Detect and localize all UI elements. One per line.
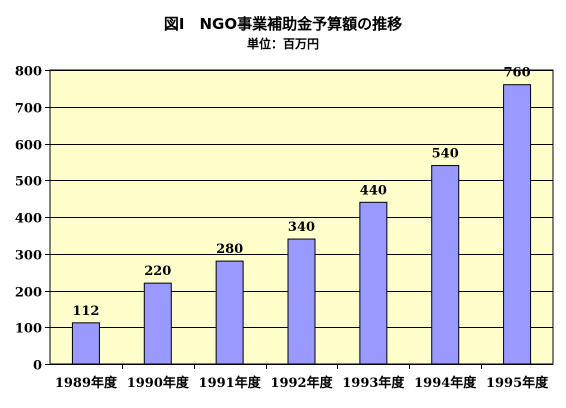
x-tick-label: 1989年度 [55, 375, 118, 391]
y-tick-label: 500 [15, 175, 42, 190]
bars [71, 84, 532, 365]
x-tick-label: 1990年度 [127, 375, 190, 391]
data-label: 540 [432, 147, 459, 162]
x-axis: 1989年度 1990年度 1991年度 1992年度 1993年度 1994年度 1995… [50, 364, 553, 391]
data-label: 340 [288, 220, 315, 235]
x-tick-label: 1992年度 [270, 375, 333, 391]
bar [359, 201, 388, 365]
y-tick-label: 700 [15, 102, 42, 117]
y-tick-label: 0 [33, 359, 42, 374]
chart-title: 図Ⅰ NGO事業補助金予算額の推移 [164, 15, 402, 33]
y-tick-label: 600 [15, 139, 42, 154]
data-label: 280 [216, 242, 243, 257]
y-tick-label: 200 [15, 286, 42, 301]
y-tick-label: 800 [15, 65, 42, 80]
data-label: 112 [72, 304, 99, 319]
x-tick-label: 1991年度 [199, 375, 262, 391]
data-label: 220 [144, 264, 171, 279]
data-label: 440 [360, 183, 387, 198]
data-label: 760 [504, 66, 531, 81]
x-tick-label: 1993年度 [342, 375, 405, 391]
data-labels: 112 220 280 340 440 540 760 [72, 66, 530, 319]
chart-subtitle: 単位：百万円 [247, 36, 319, 51]
bar [215, 260, 244, 365]
gridlines [50, 70, 553, 328]
y-tick-label: 100 [15, 322, 42, 337]
y-tick-label: 400 [15, 212, 42, 227]
bar [287, 238, 316, 365]
bar [431, 165, 460, 365]
bar [71, 322, 100, 365]
x-tick-label: 1994年度 [414, 375, 477, 391]
y-tick-label: 300 [15, 249, 42, 264]
bar [503, 84, 532, 365]
bar [143, 282, 172, 365]
x-tick-label: 1995年度 [486, 375, 549, 391]
y-axis: 0 100 200 300 400 500 600 700 800 [15, 65, 50, 374]
